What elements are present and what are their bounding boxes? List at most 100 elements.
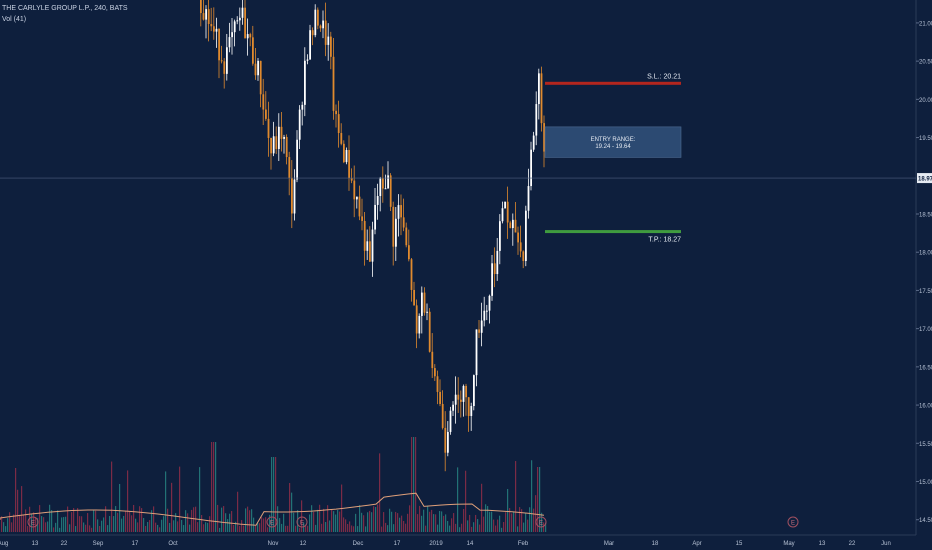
candle-body — [361, 216, 363, 221]
volume-bar — [29, 506, 31, 532]
volume-bar — [17, 489, 19, 532]
volume-bar — [307, 525, 309, 532]
volume-bar — [389, 508, 391, 532]
candle-body — [262, 94, 265, 110]
volume-bar — [7, 518, 9, 532]
earnings-marker: E — [535, 516, 547, 528]
volume-bar — [3, 522, 5, 532]
time-tick-label: 13 — [32, 541, 39, 547]
volume-bar — [517, 526, 519, 532]
volume-bar — [237, 491, 239, 532]
volume-bar — [157, 524, 159, 532]
volume-bar — [251, 509, 253, 532]
volume-bar — [471, 526, 473, 532]
candle-body — [218, 28, 220, 61]
candle-body — [447, 431, 449, 453]
time-tick-label: Nov — [268, 541, 279, 547]
volume-bar — [303, 522, 305, 532]
price-tick-label: 16.50 — [919, 365, 932, 371]
time-tick-label: Jun — [881, 541, 891, 547]
volume-bar — [49, 504, 51, 532]
earnings-marker-circle — [266, 516, 278, 528]
volume-bar — [515, 461, 517, 532]
candle-body — [387, 175, 389, 189]
candle-body — [457, 394, 460, 400]
candle-body — [395, 218, 397, 247]
volume-bar — [489, 511, 491, 532]
time-tick-label: 22 — [849, 541, 856, 547]
candle-body — [220, 60, 223, 62]
volume-bar — [505, 512, 507, 532]
volume-bar — [217, 504, 219, 532]
candle-body — [348, 150, 350, 179]
volume-bar — [43, 517, 45, 532]
price-tick-label: 19.50 — [919, 136, 932, 142]
volume-bar — [481, 483, 483, 532]
volume-bars — [0, 437, 547, 532]
candle-body — [272, 136, 275, 154]
volume-bar — [289, 483, 291, 532]
volume-bar — [51, 510, 53, 532]
candle-body — [358, 196, 361, 217]
volume-bar — [101, 520, 103, 532]
earnings-marker: E — [266, 516, 278, 528]
volume-bar — [135, 518, 137, 532]
volume-bar — [139, 506, 141, 532]
price-tick-label: 20.00 — [919, 98, 932, 104]
volume-moving-average — [0, 492, 545, 526]
time-tick-label: 15 — [736, 541, 743, 547]
volume-bar — [117, 512, 119, 532]
candle-body — [257, 60, 259, 76]
volume-bar — [305, 525, 307, 532]
volume-bar — [83, 522, 85, 532]
volume-bar — [235, 521, 237, 532]
candle-body — [434, 368, 436, 377]
time-tick-label: Oct — [168, 541, 178, 547]
volume-bar — [513, 511, 515, 532]
volume-bar — [259, 523, 261, 532]
volume-bar — [475, 514, 477, 532]
volume-bar — [309, 514, 311, 532]
volume-bar — [109, 516, 111, 532]
stop-loss-label: S.L.: 20.21 — [647, 73, 681, 80]
candle-body — [470, 406, 473, 416]
volume-bar — [173, 520, 175, 532]
volume-bar — [205, 522, 207, 532]
candle-body — [538, 73, 540, 105]
candle-body — [205, 9, 207, 20]
volume-bar — [367, 512, 369, 532]
volume-bar — [319, 504, 321, 532]
volume-bar — [419, 505, 421, 532]
candle-body — [473, 375, 475, 407]
volume-bar — [37, 518, 39, 532]
candle-body — [350, 178, 353, 181]
volume-bar — [355, 513, 357, 532]
volume-bar — [39, 505, 41, 532]
time-tick-label: Apr — [692, 541, 701, 547]
volume-bar — [477, 519, 479, 532]
candle-body — [337, 114, 340, 134]
volume-bar — [221, 507, 223, 532]
candle-body — [366, 241, 369, 251]
time-tick-label: 17 — [132, 541, 139, 547]
volume-bar — [293, 512, 295, 532]
volume-bar — [267, 527, 269, 532]
volume-bar — [277, 506, 279, 532]
volume-bar — [89, 525, 91, 532]
volume-bar — [295, 525, 297, 532]
volume-bar — [381, 526, 383, 532]
volume-bar — [391, 511, 393, 532]
volume-bar — [415, 437, 417, 532]
volume-bar — [543, 522, 545, 532]
volume-bar — [113, 516, 115, 532]
volume-bar — [377, 504, 379, 532]
volume-bar — [455, 523, 457, 532]
earnings-marker-circle — [535, 516, 547, 528]
candle-body — [306, 59, 309, 61]
chart-header: THE CARLYLE GROUP L.P., 240, BATS Vol (4… — [2, 3, 128, 25]
volume-bar — [439, 510, 441, 532]
price-tick-label: 21.00 — [919, 21, 932, 27]
volume-bar — [23, 514, 25, 532]
volume-label: Vol (41) — [2, 16, 27, 23]
